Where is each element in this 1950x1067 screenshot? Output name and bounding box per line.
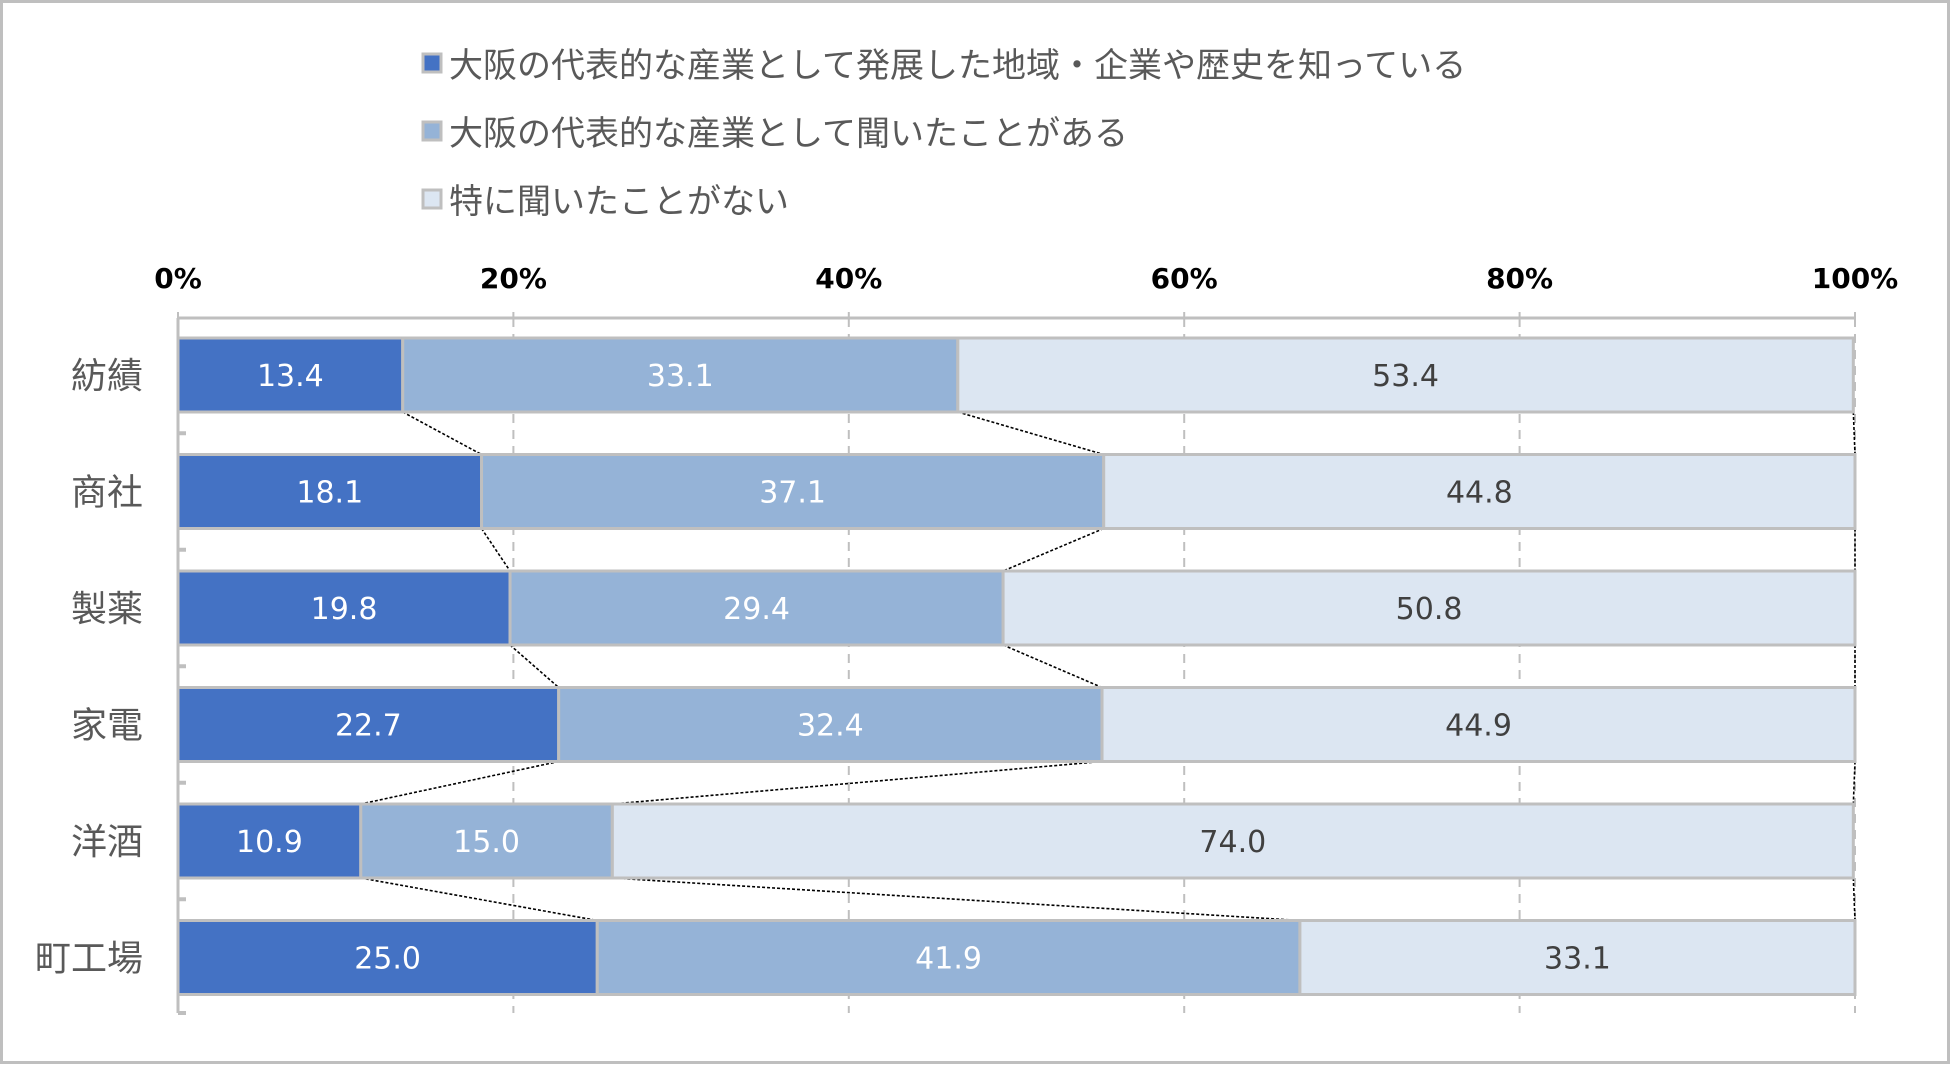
x-tick-label-2: 40% xyxy=(815,262,882,295)
series-line-0-0 xyxy=(402,411,482,456)
bar-3-0 xyxy=(176,686,561,763)
legend-swatch-0 xyxy=(421,52,443,74)
data-label-5-0: 25.0 xyxy=(354,942,421,977)
legend-swatch-2 xyxy=(421,188,443,210)
bar-0-1 xyxy=(401,336,960,414)
series-line-4-1 xyxy=(612,877,1300,922)
series-line-3-0 xyxy=(360,760,559,805)
bar-5-0 xyxy=(176,919,599,996)
series-line-2-1 xyxy=(1002,644,1103,689)
category-label-3: 家電 xyxy=(71,706,143,747)
category-label-1: 商社 xyxy=(71,473,143,514)
series-line-2-0 xyxy=(509,644,560,689)
series-line-4-0 xyxy=(360,877,598,922)
series-line-1-0 xyxy=(480,528,511,572)
bar-5-1 xyxy=(595,919,1302,996)
category-label-5: 町工場 xyxy=(35,939,143,980)
x-tick-label-5: 100% xyxy=(1812,262,1899,295)
data-label-0-1: 33.1 xyxy=(647,359,714,394)
data-label-0-2: 53.4 xyxy=(1372,359,1439,394)
data-label-3-2: 44.9 xyxy=(1445,709,1512,744)
category-label-0: 紡績 xyxy=(71,356,143,397)
data-label-1-0: 18.1 xyxy=(296,476,363,511)
data-label-0-0: 13.4 xyxy=(257,359,324,394)
stacked-bar-chart: 大阪の代表的な産業として発展した地域・企業や歴史を知っている大阪の代表的な産業と… xyxy=(35,46,1898,1015)
series-lines xyxy=(360,411,1856,922)
x-tick-label-1: 20% xyxy=(480,262,547,295)
grid-lines xyxy=(176,312,1856,1015)
bar-0-0 xyxy=(176,336,405,414)
bar-1-0 xyxy=(176,453,484,530)
bar-4-2 xyxy=(610,802,1855,880)
legend-swatch-1 xyxy=(421,120,443,142)
category-label-4: 洋酒 xyxy=(71,822,143,863)
series-line-3-2 xyxy=(1852,761,1856,805)
bar-3-1 xyxy=(557,686,1104,763)
data-label-5-1: 41.9 xyxy=(915,942,982,977)
data-label-3-1: 32.4 xyxy=(797,709,864,744)
data-label-4-0: 10.9 xyxy=(236,825,303,860)
data-label-2-2: 50.8 xyxy=(1396,592,1463,627)
bar-0-2 xyxy=(956,336,1855,414)
series-line-3-1 xyxy=(612,760,1103,805)
legend-label-2: 特に聞いたことがない xyxy=(449,182,789,222)
bar-4-1 xyxy=(359,802,614,880)
legend: 大阪の代表的な産業として発展した地域・企業や歴史を知っている大阪の代表的な産業と… xyxy=(421,46,1466,222)
bars xyxy=(176,336,1857,996)
bar-2-0 xyxy=(176,569,512,647)
data-label-1-2: 44.8 xyxy=(1446,476,1513,511)
data-label-5-2: 33.1 xyxy=(1544,942,1611,977)
bar-4-0 xyxy=(176,802,363,880)
data-label-1-1: 37.1 xyxy=(759,476,826,511)
bar-1-2 xyxy=(1102,453,1857,530)
x-axis-tick-labels: 0% 20% 40% 60% 80% 100% xyxy=(154,262,1898,295)
category-label-2: 製薬 xyxy=(71,589,143,630)
data-label-3-0: 22.7 xyxy=(335,709,402,744)
x-tick-label-3: 60% xyxy=(1151,262,1218,295)
data-label-2-0: 19.8 xyxy=(311,592,378,627)
x-tick-label-0: 0% xyxy=(154,262,202,295)
bar-1-1 xyxy=(480,453,1106,530)
series-line-4-2 xyxy=(1852,877,1856,921)
bar-2-2 xyxy=(1001,569,1857,647)
legend-label-0: 大阪の代表的な産業として発展した地域・企業や歴史を知っている xyxy=(449,46,1466,86)
bar-5-2 xyxy=(1298,919,1857,996)
series-line-0-2 xyxy=(1852,411,1856,455)
legend-label-1: 大阪の代表的な産業として聞いたことがある xyxy=(449,114,1128,154)
series-line-0-1 xyxy=(957,411,1104,456)
data-label-4-1: 15.0 xyxy=(453,825,520,860)
series-line-1-1 xyxy=(1002,527,1105,572)
bar-3-2 xyxy=(1100,686,1857,763)
data-label-2-1: 29.4 xyxy=(723,592,790,627)
data-label-4-2: 74.0 xyxy=(1199,825,1266,860)
data-labels: 13.4 33.1 53.4 18.1 37.1 44.8 19.8 29.4 50.8 22.7… xyxy=(236,359,1611,977)
bar-2-1 xyxy=(508,569,1005,647)
x-tick-label-4: 80% xyxy=(1486,262,1553,295)
